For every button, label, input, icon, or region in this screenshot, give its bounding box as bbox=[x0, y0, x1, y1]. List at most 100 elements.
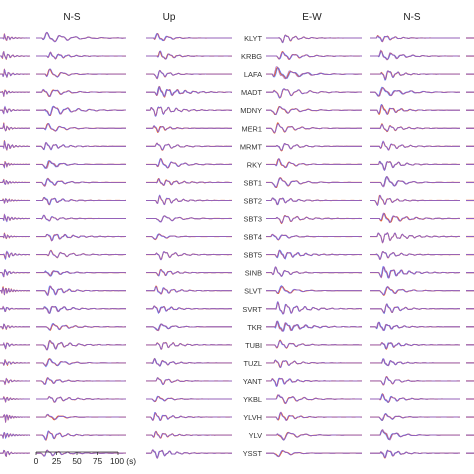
waveform-trace bbox=[0, 450, 30, 457]
waveform-trace bbox=[36, 306, 126, 314]
waveform-trace bbox=[370, 376, 460, 386]
waveform-trace bbox=[0, 359, 30, 366]
waveform-trace bbox=[146, 323, 232, 332]
waveform-trace bbox=[0, 269, 30, 278]
waveform-trace bbox=[266, 88, 362, 98]
station-label: SBT1 bbox=[244, 178, 262, 187]
waveform-trace bbox=[146, 251, 232, 261]
waveform-trace bbox=[370, 321, 460, 331]
waveform-trace bbox=[146, 86, 233, 97]
waveform-trace bbox=[146, 412, 232, 421]
waveform-trace bbox=[0, 50, 31, 60]
station-label: YANT bbox=[243, 377, 263, 386]
time-axis-tick-label: 75 bbox=[93, 456, 103, 466]
waveform-trace bbox=[36, 106, 126, 116]
waveform-trace bbox=[0, 287, 30, 295]
waveform-trace bbox=[266, 197, 362, 205]
waveform-trace bbox=[370, 49, 460, 61]
waveform-trace bbox=[0, 324, 30, 330]
waveform-trace bbox=[146, 142, 232, 151]
waveform-trace bbox=[266, 320, 362, 332]
waveform-trace bbox=[146, 106, 233, 117]
waveform-trace bbox=[266, 286, 362, 294]
waveform-trace bbox=[36, 123, 126, 132]
waveform-trace bbox=[146, 234, 232, 240]
waveform-trace bbox=[0, 123, 30, 131]
waveform-trace bbox=[146, 125, 232, 133]
column-header: Up bbox=[163, 12, 176, 23]
waveform-trace bbox=[146, 158, 232, 168]
waveform-trace bbox=[370, 414, 460, 420]
station-label: TKR bbox=[247, 323, 262, 332]
station-label: SBT4 bbox=[244, 233, 262, 242]
waveform-trace bbox=[370, 140, 460, 151]
station-label: KLYT bbox=[244, 34, 262, 43]
waveform-trace bbox=[36, 323, 126, 331]
waveform-trace bbox=[0, 377, 30, 386]
station-label: YSST bbox=[243, 449, 263, 458]
waveform-trace bbox=[36, 178, 126, 187]
station-label: SLVT bbox=[244, 287, 262, 296]
waveform-trace bbox=[36, 431, 126, 441]
waveform-trace bbox=[370, 251, 460, 260]
time-axis: 0 25 50 75 100 (s) bbox=[34, 451, 136, 466]
waveform-trace bbox=[0, 141, 30, 151]
station-labels: KLYT KRBG LAFA MADT MDNY MER1 MRMT RKY SBT1 SBT2 S… bbox=[240, 34, 263, 458]
waveform-trace bbox=[266, 320, 362, 332]
station-label: TUZL bbox=[244, 359, 262, 368]
station-label: SVRT bbox=[242, 305, 262, 314]
waveform-trace bbox=[266, 377, 362, 387]
waveform-trace bbox=[370, 232, 461, 244]
waveform-trace bbox=[36, 32, 126, 42]
waveform-trace bbox=[36, 377, 126, 385]
waveform-trace bbox=[266, 340, 362, 349]
time-axis-tick-label: 25 bbox=[52, 456, 62, 466]
station-label: TUBI bbox=[245, 341, 262, 350]
station-label: SBT3 bbox=[244, 215, 262, 224]
station-label: YLVH bbox=[243, 413, 262, 422]
waveform-trace bbox=[370, 285, 460, 296]
waveform-trace bbox=[370, 304, 460, 313]
waveform-trace bbox=[370, 124, 460, 132]
waveform-trace bbox=[36, 396, 126, 403]
waveform-trace bbox=[266, 266, 362, 277]
waveform-trace bbox=[266, 123, 362, 134]
station-label: RKY bbox=[247, 160, 262, 169]
waveform-trace bbox=[146, 70, 232, 80]
waveform-trace bbox=[36, 88, 126, 98]
station-label: SBT2 bbox=[244, 196, 262, 205]
waveform-trace bbox=[266, 51, 362, 60]
waveform-trace bbox=[370, 104, 460, 115]
waveform-trace bbox=[266, 158, 362, 169]
station-label: LAFA bbox=[244, 70, 262, 79]
station-label: YKBL bbox=[243, 395, 262, 404]
station-label: SBT5 bbox=[244, 251, 262, 260]
waveform-trace bbox=[266, 177, 362, 188]
waveform-trace bbox=[36, 105, 126, 116]
waveform-trace bbox=[266, 359, 362, 369]
waveform-trace bbox=[36, 214, 126, 222]
station-label: YLV bbox=[249, 431, 262, 440]
waveform-trace bbox=[36, 233, 126, 242]
waveform-trace bbox=[266, 66, 363, 80]
waveform-trace bbox=[266, 66, 362, 79]
waveform-trace bbox=[146, 342, 232, 350]
waveform-trace bbox=[146, 305, 233, 313]
waveform-trace bbox=[370, 87, 460, 97]
waveform-trace bbox=[36, 285, 126, 297]
waveform-trace bbox=[266, 412, 362, 421]
waveform-trace bbox=[0, 305, 30, 312]
waveform-trace bbox=[146, 195, 232, 205]
waveform-trace bbox=[266, 215, 362, 224]
waveform-trace bbox=[266, 34, 362, 43]
waveform-trace bbox=[0, 33, 30, 41]
waveform-trace bbox=[146, 396, 232, 402]
waveform-trace bbox=[266, 394, 362, 405]
station-label: MER1 bbox=[241, 124, 262, 133]
waveform-trace bbox=[370, 212, 460, 224]
waveform-trace bbox=[370, 358, 460, 367]
waveform-trace bbox=[36, 197, 126, 205]
waveform-trace bbox=[266, 142, 362, 151]
waveform-trace bbox=[146, 341, 232, 350]
